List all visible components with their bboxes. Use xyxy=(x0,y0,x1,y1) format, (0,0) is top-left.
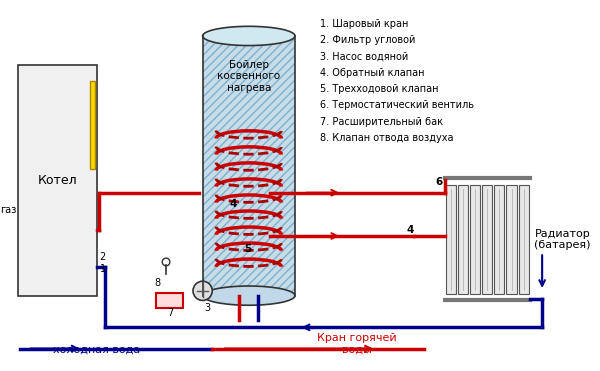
Bar xyxy=(494,185,505,294)
Text: 4: 4 xyxy=(407,225,414,235)
Bar xyxy=(90,81,95,169)
Text: газ: газ xyxy=(0,205,16,215)
Text: Радиатор
(батарея): Радиатор (батарея) xyxy=(535,229,591,250)
Bar xyxy=(203,36,295,296)
Text: 1: 1 xyxy=(100,264,106,274)
Bar xyxy=(446,185,456,294)
Bar xyxy=(470,185,481,294)
Circle shape xyxy=(162,258,170,266)
Text: 1. Шаровый кран: 1. Шаровый кран xyxy=(320,19,409,29)
Text: 7: 7 xyxy=(167,308,173,318)
Bar xyxy=(157,293,184,308)
Text: холодная вода: холодная вода xyxy=(53,344,140,354)
Text: Котел: Котел xyxy=(38,174,77,187)
Text: 5: 5 xyxy=(244,244,251,255)
Text: 8. Клапан отвода воздуха: 8. Клапан отвода воздуха xyxy=(320,133,454,143)
Text: 4: 4 xyxy=(230,199,237,209)
Ellipse shape xyxy=(203,286,295,305)
Text: 3: 3 xyxy=(205,303,211,313)
Bar xyxy=(458,185,468,294)
Bar xyxy=(203,36,295,296)
Text: 2. Фильтр угловой: 2. Фильтр угловой xyxy=(320,35,415,45)
Bar xyxy=(506,185,517,294)
Bar xyxy=(18,65,97,296)
Circle shape xyxy=(193,281,212,301)
Text: Кран горячей
воды: Кран горячей воды xyxy=(317,333,397,354)
Bar xyxy=(482,185,493,294)
Text: 7. Расширительный бак: 7. Расширительный бак xyxy=(320,117,443,127)
Bar xyxy=(518,185,529,294)
Text: 2: 2 xyxy=(100,252,106,262)
Text: 5. Трехходовой клапан: 5. Трехходовой клапан xyxy=(320,84,439,94)
Text: 6. Термостатический вентиль: 6. Термостатический вентиль xyxy=(320,101,474,111)
Text: 4. Обратный клапан: 4. Обратный клапан xyxy=(320,68,424,78)
Text: 8: 8 xyxy=(154,278,160,288)
Text: Бойлер
косвенного
нагрева: Бойлер косвенного нагрева xyxy=(217,60,280,93)
Ellipse shape xyxy=(203,26,295,46)
Text: 3. Насос водяной: 3. Насос водяной xyxy=(320,51,408,61)
Text: 6: 6 xyxy=(436,177,443,187)
